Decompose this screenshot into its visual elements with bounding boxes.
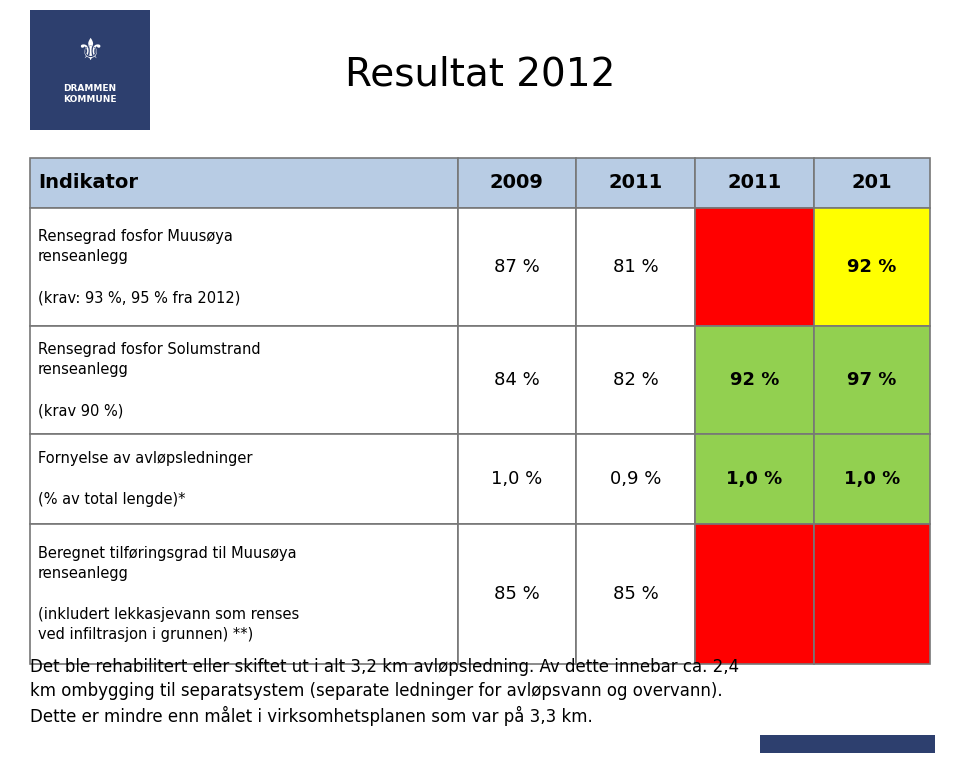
Bar — [695, 326, 814, 434]
Bar — [576, 158, 695, 208]
Bar — [576, 434, 695, 524]
Text: 81 %: 81 % — [612, 258, 659, 276]
Bar — [814, 326, 930, 434]
Text: 1,0 %: 1,0 % — [844, 470, 900, 488]
Text: 82 %: 82 % — [612, 371, 659, 389]
Bar — [695, 434, 814, 524]
Text: Beregnet tilføringsgrad til Muusøya
renseanlegg

(inkludert lekkasjevann som ren: Beregnet tilføringsgrad til Muusøya rens… — [38, 546, 300, 642]
Bar — [30, 158, 458, 208]
Bar — [458, 158, 576, 208]
Bar — [458, 524, 576, 664]
Text: 86 %: 86 % — [847, 585, 897, 603]
Text: Dette er mindre enn målet i virksomhetsplanen som var på 3,3 km.: Dette er mindre enn målet i virksomhetsp… — [30, 706, 592, 726]
Bar — [30, 208, 458, 326]
Text: Fornyelse av avløpsledninger

(% av total lengde)*: Fornyelse av avløpsledninger (% av total… — [38, 451, 252, 507]
Bar — [30, 524, 458, 664]
Text: 85 %: 85 % — [494, 585, 540, 603]
Text: 2011: 2011 — [609, 174, 662, 193]
Text: 87 %: 87 % — [494, 258, 540, 276]
Text: 1,0 %: 1,0 % — [727, 470, 782, 488]
Text: 85 %: 85 % — [612, 585, 659, 603]
Text: Indikator: Indikator — [38, 174, 138, 193]
Bar — [458, 434, 576, 524]
Text: DRAMMEN
KOMMUNE: DRAMMEN KOMMUNE — [63, 84, 117, 104]
Text: 2009: 2009 — [490, 174, 543, 193]
Bar — [695, 158, 814, 208]
Text: 201: 201 — [852, 174, 892, 193]
Text: 85 %: 85 % — [730, 585, 780, 603]
Bar — [814, 158, 930, 208]
Bar — [458, 208, 576, 326]
Text: 92 %: 92 % — [730, 371, 780, 389]
Text: Resultat 2012: Resultat 2012 — [345, 56, 615, 94]
Text: 92 %: 92 % — [848, 258, 897, 276]
Text: 84 %: 84 % — [494, 371, 540, 389]
Bar — [30, 434, 458, 524]
Bar — [458, 326, 576, 434]
Bar — [576, 208, 695, 326]
Text: 1,0 %: 1,0 % — [492, 470, 542, 488]
Text: 0,9 %: 0,9 % — [610, 470, 661, 488]
Bar — [30, 326, 458, 434]
Bar — [814, 208, 930, 326]
Text: 2011: 2011 — [728, 174, 781, 193]
Text: km ombygging til separatsystem (separate ledninger for avløpsvann og overvann).: km ombygging til separatsystem (separate… — [30, 682, 723, 700]
Bar — [576, 524, 695, 664]
Text: Rensegrad fosfor Solumstrand
renseanlegg

(krav 90 %): Rensegrad fosfor Solumstrand renseanlegg… — [38, 342, 260, 418]
Bar — [30, 10, 150, 130]
Text: Det ble rehabilitert eller skiftet ut i alt 3,2 km avløpsledning. Av dette inneb: Det ble rehabilitert eller skiftet ut i … — [30, 658, 739, 676]
Text: ⚜: ⚜ — [76, 37, 104, 67]
Text: 79 %: 79 % — [730, 258, 780, 276]
Bar — [695, 208, 814, 326]
Bar — [814, 434, 930, 524]
Bar — [814, 524, 930, 664]
Bar — [576, 326, 695, 434]
Bar — [695, 524, 814, 664]
Text: 97 %: 97 % — [848, 371, 897, 389]
Bar — [760, 735, 935, 753]
Text: Rensegrad fosfor Muusøya
renseanlegg

(krav: 93 %, 95 % fra 2012): Rensegrad fosfor Muusøya renseanlegg (kr… — [38, 229, 240, 305]
